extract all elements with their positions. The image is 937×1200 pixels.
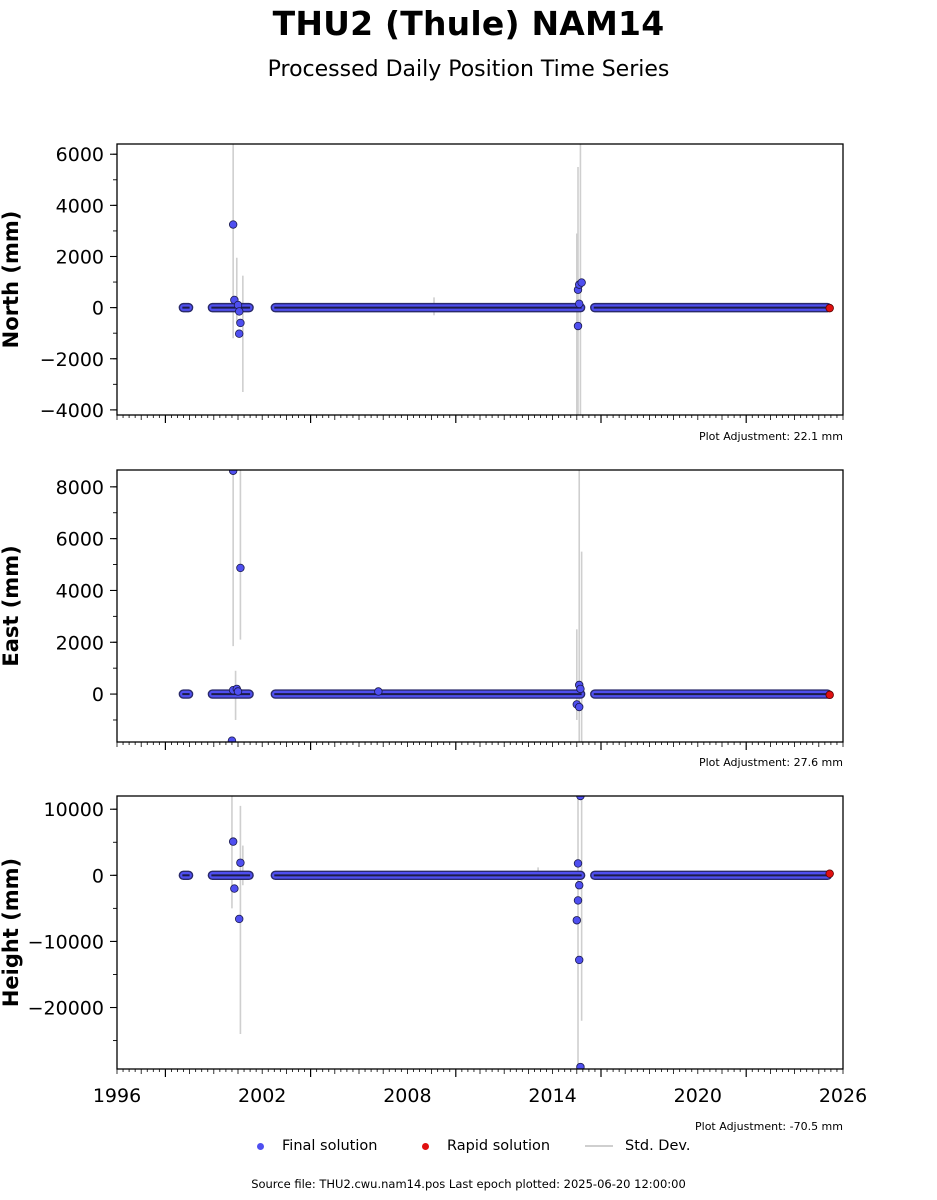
std-dev-line-icon [585, 1145, 613, 1147]
final-solution-point [575, 299, 584, 308]
legend-final: Final solution [257, 1138, 377, 1154]
legend-stddev-label: Std. Dev. [625, 1138, 691, 1154]
y-tick-label: 4000 [56, 580, 104, 602]
final-solution-point [572, 916, 581, 925]
legend-rapid: Rapid solution [422, 1138, 550, 1154]
plot-adjustment: Plot Adjustment: 22.1 mm [699, 430, 843, 443]
x-tick-label: 2002 [238, 1085, 286, 1107]
final-solution-point [576, 1062, 585, 1069]
x-tick-label: 2026 [819, 1085, 867, 1107]
final-solution-point [228, 837, 238, 846]
rapid-solution-point [825, 869, 834, 878]
panel-frame [116, 469, 844, 743]
final-solution-point [235, 914, 244, 924]
y-tick-label: −2000 [40, 349, 104, 371]
y-tick-label: 4000 [56, 195, 104, 217]
y-tick-label: 0 [92, 865, 104, 887]
plot-area [178, 144, 834, 415]
y-axis-label: Height (mm) [0, 858, 23, 1007]
final-solution-point [374, 687, 383, 696]
y-tick-label: 0 [92, 298, 104, 320]
source-file-footer: Source file: THU2.cwu.nam14.pos Last epo… [251, 1177, 686, 1191]
plot-area [178, 796, 834, 1069]
final-solution-point [573, 896, 583, 905]
panel-0: 6000 4000 2000 0 −2000 −4000 North (mm) Plot Ad… [0, 143, 844, 443]
plot-adjustment: Plot Adjustment: -70.5 mm [695, 1120, 843, 1133]
final-solution-point [573, 859, 583, 868]
final-solution-point [235, 329, 244, 338]
chart-subtitle: Processed Daily Position Time Series [267, 57, 670, 82]
final-solution-point [575, 702, 584, 712]
final-solution-point [577, 278, 586, 287]
y-tick-label: 6000 [56, 529, 104, 551]
y-tick-label: 0 [92, 684, 104, 706]
chart-title: THU2 (Thule) NAM14 [272, 4, 665, 43]
plot-area [178, 470, 834, 742]
y-tick-label: −4000 [40, 400, 104, 422]
panel-1: 8000 6000 4000 2000 0 East (mm) Plot Adjustmen… [0, 469, 844, 769]
final-solution-point [576, 684, 585, 694]
final-solution-point [227, 736, 237, 742]
y-tick-label: 2000 [56, 632, 104, 654]
x-tick-label: 2020 [674, 1085, 722, 1107]
x-tick-label: 1996 [93, 1085, 141, 1107]
x-tick-label: 2008 [383, 1085, 431, 1107]
panel-2: 10000 0 −10000 −20000 1996 2002 2008 2014 2020 20… [0, 795, 867, 1133]
final-solution-point [236, 563, 245, 573]
final-solution-point [228, 470, 238, 475]
final-solution-point [575, 881, 584, 890]
y-tick-label: 8000 [56, 477, 104, 499]
final-solution-marker-icon [257, 1142, 264, 1150]
y-tick-label: 10000 [44, 799, 104, 821]
y-tick-label: 2000 [56, 246, 104, 268]
legend-stddev: Std. Dev. [585, 1138, 690, 1154]
final-solution-point [233, 687, 243, 696]
legend-rapid-label: Rapid solution [447, 1138, 551, 1154]
final-solution-point [235, 307, 244, 316]
final-solution-point [236, 318, 245, 328]
y-tick-label: 6000 [56, 144, 104, 166]
legend: Final solution Rapid solution Std. Dev. [0, 1138, 937, 1158]
final-solution-point [236, 858, 245, 867]
final-solution-point [230, 884, 239, 893]
rapid-solution-marker-icon [422, 1142, 429, 1150]
legend-final-label: Final solution [282, 1138, 378, 1154]
plot-adjustment: Plot Adjustment: 27.6 mm [699, 756, 843, 769]
y-axis-label: East (mm) [0, 545, 23, 666]
final-solution-point [573, 321, 583, 331]
rapid-solution-point [825, 690, 834, 700]
x-tick-label: 2014 [528, 1085, 576, 1107]
final-solution-point [228, 220, 238, 229]
y-axis-label: North (mm) [0, 211, 23, 349]
rapid-solution-point [825, 303, 834, 313]
panel-frame [116, 143, 844, 416]
panel-frame [116, 795, 844, 1070]
y-tick-label: −10000 [28, 931, 104, 953]
final-solution-point [575, 955, 584, 965]
y-tick-label: −20000 [28, 998, 104, 1020]
